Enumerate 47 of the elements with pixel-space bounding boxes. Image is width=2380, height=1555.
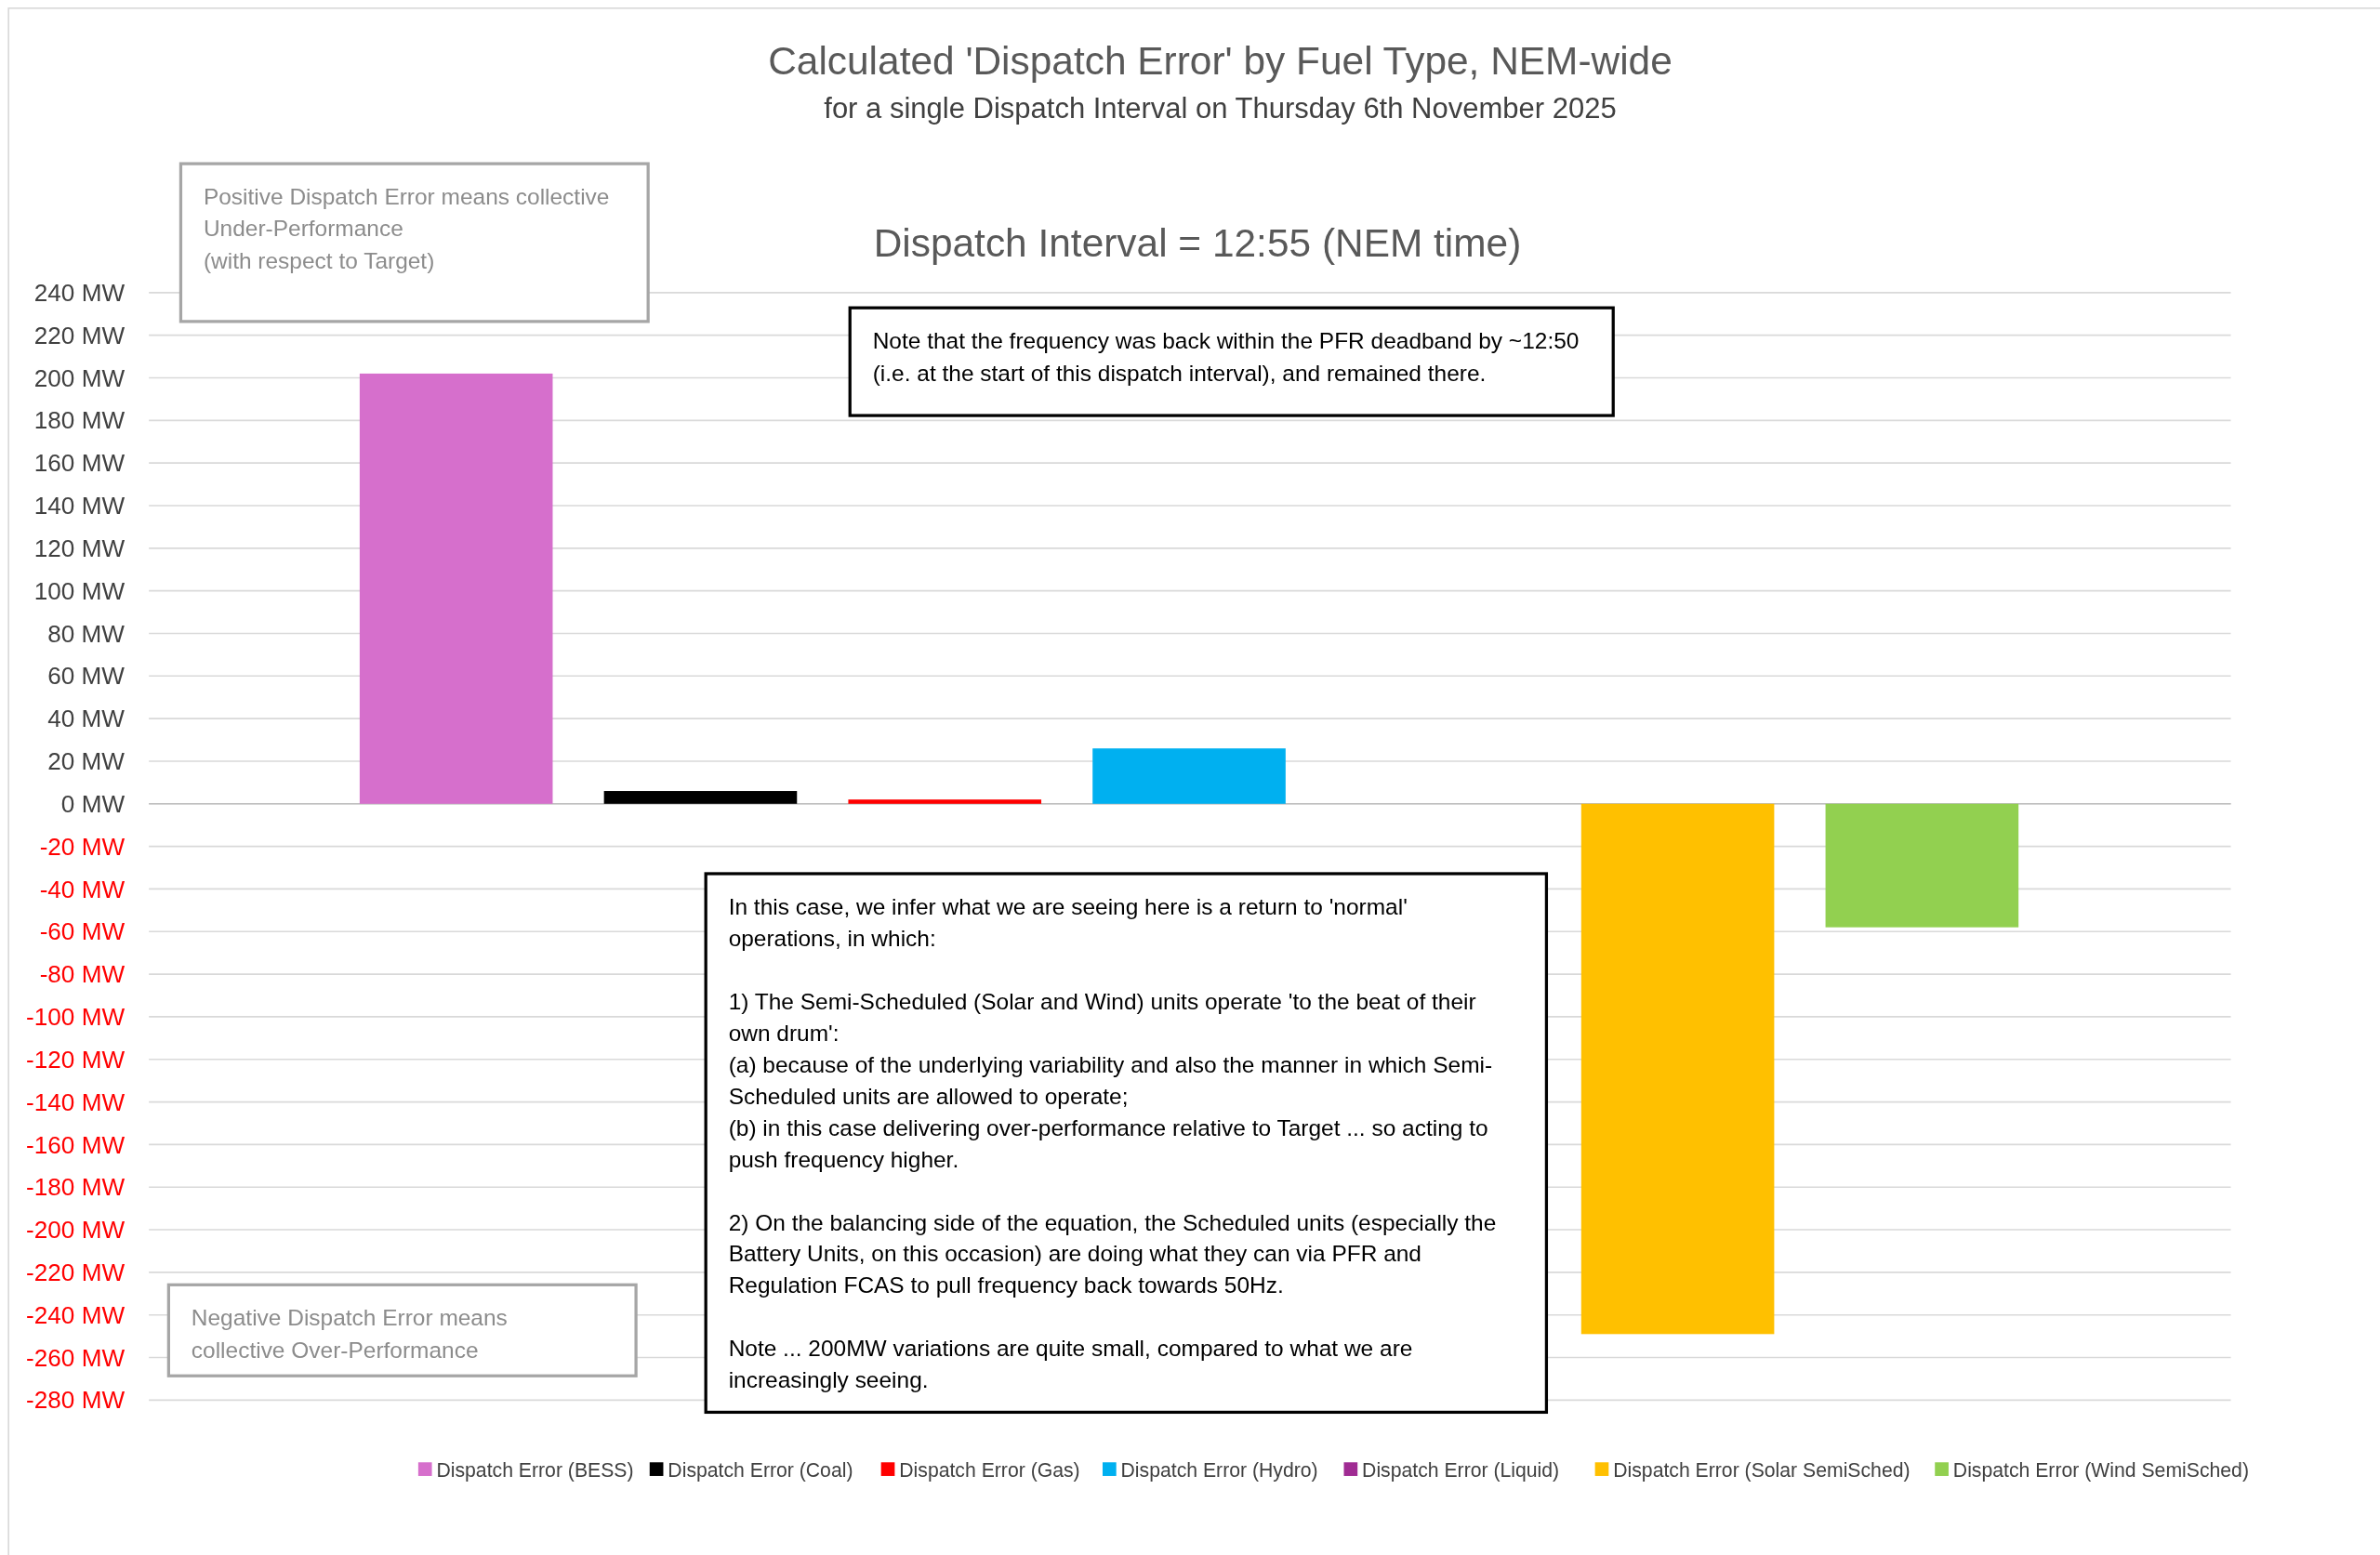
y-tick-label: -100 MW <box>26 1003 126 1032</box>
legend-label: Dispatch Error (Wind SemiSched) <box>1952 1458 2249 1482</box>
y-tick-label: 80 MW <box>47 619 126 648</box>
y-tick-label: -40 MW <box>39 875 126 903</box>
y-tick-label: 120 MW <box>33 534 126 562</box>
bar <box>1092 748 1286 804</box>
y-tick-label: -160 MW <box>26 1130 126 1159</box>
legend-label: Dispatch Error (Gas) <box>899 1458 1080 1482</box>
legend-label: Dispatch Error (Coal) <box>668 1458 853 1482</box>
y-tick-label: 160 MW <box>33 449 126 478</box>
text: Dispatch Interval = 12:55 (NEM time) <box>873 220 1522 265</box>
y-tick-label: -180 MW <box>26 1173 126 1202</box>
y-tick-label: 240 MW <box>33 278 126 307</box>
y-tick-label: -120 MW <box>26 1045 126 1074</box>
y-tick-label: -220 MW <box>26 1258 126 1287</box>
bar <box>1580 803 1775 1335</box>
y-tick-label: 60 MW <box>47 662 126 691</box>
y-tick-label: 180 MW <box>33 406 126 435</box>
y-tick-label: 20 MW <box>47 747 126 776</box>
y-tick-label: -60 MW <box>39 917 126 946</box>
y-tick-label: 0 MW <box>60 789 126 818</box>
bar <box>848 799 1042 804</box>
y-tick-label: -140 MW <box>26 1087 126 1116</box>
legend-label: Dispatch Error (Solar SemiSched) <box>1613 1458 1911 1482</box>
y-tick-label: -260 MW <box>26 1343 126 1372</box>
text: In this case, we infer what we are seeing here is a return to 'normal' operations, in which: 1) The Semi-Scheduled (Solar and Wind) units operate 'to the beat of their own drum': (a) because of the underlying variability and also the manner in which Semi- Scheduled units are allowed to operate; (b) in this case delivering over-performance relative to Target ... so acting to push frequency higher. 2) On the balancing side of the equation, the Scheduled units (especially the Battery Units, on this occasion) are doing what they can via PFR and Regulation FCAS to pull frequency back towards 50Hz. Note ... 200MW variations are quite small, compared to what we are increasingly seeing. <box>728 894 1497 1393</box>
y-tick-label: -240 MW <box>26 1300 126 1329</box>
y-tick-label: 40 MW <box>47 705 126 733</box>
y-tick-label: 140 MW <box>33 492 126 521</box>
legend-label: Dispatch Error (Liquid) <box>1362 1458 1560 1482</box>
y-tick-label: -200 MW <box>26 1216 126 1245</box>
bar <box>1825 803 2019 928</box>
y-tick-label: 100 MW <box>33 576 126 605</box>
bar <box>603 791 798 804</box>
y-tick-label: -280 MW <box>26 1386 126 1415</box>
annotation: Negative Dispatch Error means collective Over-Performance <box>191 1305 508 1363</box>
chart-title: Calculated 'Dispatch Error' by Fuel Type, NEM-wide <box>768 38 1673 83</box>
chart-subtitle: for a single Dispatch Interval on Thursday 6th November 2025 <box>824 92 1617 125</box>
bar <box>359 373 553 804</box>
legend-label: Dispatch Error (Hydro) <box>1120 1458 1318 1482</box>
y-tick-label: 200 MW <box>33 363 126 392</box>
y-tick-label: -20 MW <box>39 832 126 861</box>
y-tick-label: 220 MW <box>33 321 126 349</box>
legend-label: Dispatch Error (BESS) <box>436 1458 634 1482</box>
y-tick-label: -80 MW <box>39 960 126 989</box>
text: Positive Dispatch Error means collective Under-Performance (with respect to Target) <box>203 184 610 273</box>
annotation: Note that the frequency was back within the PFR deadband by ~12:50 (i.e. at the start of this dispatch interval), and remained there. <box>872 328 1580 386</box>
